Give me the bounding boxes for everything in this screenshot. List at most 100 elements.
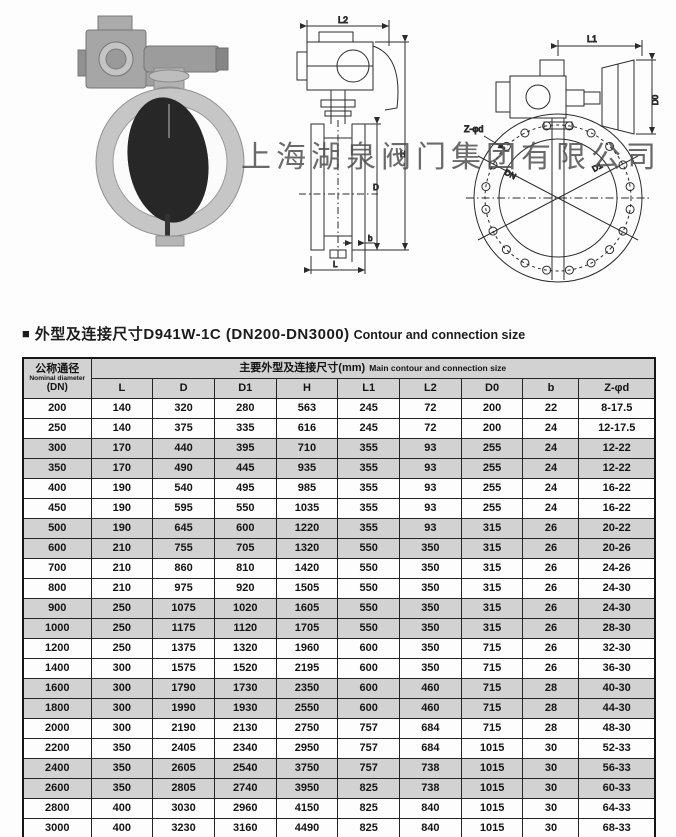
dimension-cell: 300	[90, 658, 154, 679]
dn-cell: 500	[22, 518, 92, 539]
header-main-dimensions-zh: 主要外型及连接尺寸(mm)	[239, 361, 366, 374]
dimension-cell: 3160	[213, 818, 277, 837]
dn-cell: 1200	[22, 638, 92, 659]
table-body: 200 140 320 280 563 245 72 200 22 8-17.5 250 140 375…	[22, 398, 656, 837]
dn-cell: 600	[22, 538, 92, 559]
dimension-cell: 1930	[213, 698, 277, 719]
dimension-cell: 350	[399, 638, 462, 659]
dimension-cell: 30	[522, 738, 580, 759]
dn-cell: 250	[22, 418, 92, 439]
dimension-cell: 355	[337, 458, 401, 479]
dimension-cell: 1320	[213, 638, 277, 659]
dimension-cell: 715	[460, 658, 524, 679]
dimension-cell: 93	[399, 458, 462, 479]
dimension-cell: 24	[522, 418, 580, 439]
dimension-cell: 26	[522, 598, 580, 619]
dimension-cell: 210	[90, 538, 154, 559]
dimension-cell: 860	[152, 558, 215, 579]
dimension-cell: 28	[522, 698, 580, 719]
dimension-cell: 550	[213, 498, 277, 519]
dimension-cell: 375	[152, 418, 215, 439]
dimension-cell: 24	[522, 498, 580, 519]
dimension-cell: 1520	[213, 658, 277, 679]
dimension-cell: 1015	[460, 778, 524, 799]
header-main-dimensions: 主要外型及连接尺寸(mm) Main contour and connection…	[90, 357, 656, 379]
dimension-cell: 255	[460, 458, 524, 479]
dimension-cell: 600	[213, 518, 277, 539]
dimension-cell: 600	[337, 698, 401, 719]
dimension-cell: 190	[90, 518, 154, 539]
dimension-cell: 395	[213, 438, 277, 459]
dimension-cell: 1375	[152, 638, 215, 659]
dimension-cell: 16-22	[578, 498, 656, 519]
dn-cell: 2000	[22, 718, 92, 739]
column-header: D1	[213, 378, 277, 399]
table-row: 800 210 975 920 1505 550 350 315 26 24-30	[22, 578, 656, 599]
dimension-cell: 738	[399, 758, 462, 779]
dimension-cell: 24-30	[578, 598, 656, 619]
dimension-cell: 1575	[152, 658, 215, 679]
dimension-cell: 550	[337, 618, 401, 639]
dimension-cell: 72	[399, 418, 462, 439]
actuator-outline	[495, 59, 601, 119]
dimension-cell: 350	[90, 738, 154, 759]
dimension-cell: 245	[337, 398, 401, 419]
column-header: D0	[460, 378, 524, 399]
dim-label-h: H	[400, 150, 406, 159]
table-row: 450 190 595 550 1035 355 93 255 24 16-22	[22, 498, 656, 519]
dimension-cell: 2195	[275, 658, 339, 679]
dim-label-d0: D0	[651, 94, 660, 105]
table-row: 600 210 755 705 1320 550 350 315 26 20-26	[22, 538, 656, 559]
table-row: 2200 350 2405 2340 2950 757 684 1015 30 52-33	[22, 738, 656, 759]
dimension-cell: 190	[90, 498, 154, 519]
dim-label-l: L	[333, 260, 338, 269]
dimension-cell: 93	[399, 478, 462, 499]
table-row: 500 190 645 600 1220 355 93 315 26 20-22	[22, 518, 656, 539]
bolt-hole	[625, 204, 635, 214]
dimension-cell: 2190	[152, 718, 215, 739]
bolt-hole	[605, 141, 615, 151]
dimension-cell: 26	[522, 538, 580, 559]
dimension-cell: 550	[337, 578, 401, 599]
dimension-cell: 26	[522, 658, 580, 679]
dimension-cell: 710	[275, 438, 339, 459]
dimension-cell: 3230	[152, 818, 215, 837]
table-row: 2800 400 3030 2960 4150 825 840 1015 30 64-33	[22, 798, 656, 819]
table-row: 300 170 440 395 710 355 93 255 24 12-22	[22, 438, 656, 459]
bolt-hole	[618, 226, 628, 236]
table-row: 2400 350 2605 2540 3750 757 738 1015 30 56-33	[22, 758, 656, 779]
dimension-cell: 52-33	[578, 738, 656, 759]
dimension-cell: 1605	[275, 598, 339, 619]
dimension-cell: 550	[337, 538, 401, 559]
dimension-cell: 1015	[460, 758, 524, 779]
dimension-cell: 2605	[152, 758, 215, 779]
dimension-cell: 440	[152, 438, 215, 459]
dimension-cell: 840	[399, 818, 462, 837]
dimension-cell: 350	[399, 538, 462, 559]
dn-cell: 800	[22, 578, 92, 599]
dimension-cell: 315	[460, 598, 524, 619]
header-nominal-diameter-zh: 公称通径	[35, 362, 80, 375]
dimension-cell: 757	[337, 718, 401, 739]
bolt-hole	[481, 182, 491, 192]
dimension-cell: 738	[399, 778, 462, 799]
dim-label-l1: L1	[587, 34, 597, 44]
bolt-hole	[520, 258, 530, 268]
dn-cell: 2200	[22, 738, 92, 759]
dimension-cell: 1120	[213, 618, 277, 639]
table-row: 400 190 540 495 985 355 93 255 24 16-22	[22, 478, 656, 499]
dimension-cell: 24-26	[578, 558, 656, 579]
dimension-cell: 60-33	[578, 778, 656, 799]
dimension-cell: 355	[337, 478, 401, 499]
dn-cell: 1000	[22, 618, 92, 639]
dimension-cell: 72	[399, 398, 462, 419]
dimension-cell: 3750	[275, 758, 339, 779]
dimension-cell: 315	[460, 538, 524, 559]
dimension-cell: 255	[460, 478, 524, 499]
dimension-cell: 250	[90, 598, 154, 619]
dimension-cell: 48-30	[578, 718, 656, 739]
dimension-cell: 2350	[275, 678, 339, 699]
dimension-cell: 350	[399, 578, 462, 599]
dimension-cell: 93	[399, 498, 462, 519]
